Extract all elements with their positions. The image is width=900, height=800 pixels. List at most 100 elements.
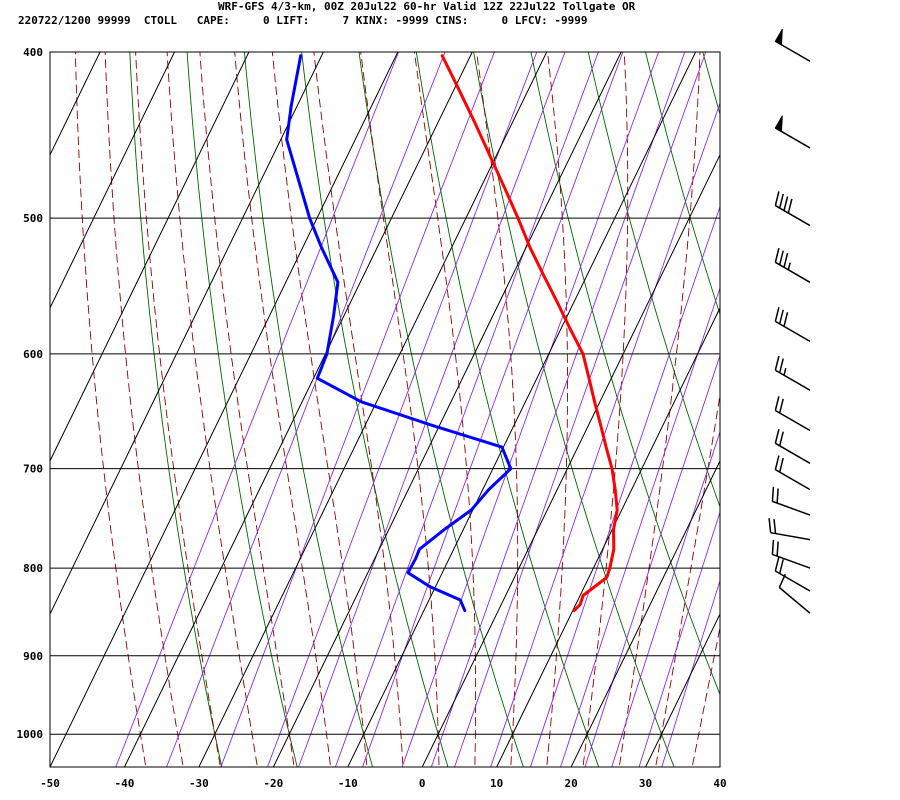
- moist-adiabat: [727, 14, 893, 778]
- isotherm-line: [347, 52, 697, 767]
- barb-full: [783, 252, 789, 268]
- barb-full: [774, 429, 780, 444]
- barb-full: [778, 398, 784, 414]
- wind-barbs: [768, 28, 811, 614]
- x-tick-label: 40: [713, 777, 726, 790]
- sounding-indices: 220722/1200 99999 CTOLL CAPE: 0 LIFT: 7 …: [18, 14, 588, 27]
- isotherm-line: [496, 306, 720, 767]
- barb-full: [771, 486, 775, 502]
- isotherm-line: [50, 52, 176, 310]
- mixing-ratio-line: [430, 52, 686, 767]
- axis-tick-labels: 400 500 600 700 800 900 1000 -50 -40 -30 -20 -10 0 10…: [17, 46, 727, 790]
- isotherm-line: [50, 52, 101, 157]
- wind-barb: [774, 28, 811, 62]
- barb-full: [774, 247, 780, 263]
- mixing-ratio-line: [362, 52, 624, 767]
- mixing-ratio-line: [560, 286, 720, 767]
- dry-adiabat: [530, 52, 720, 696]
- barb-staff: [774, 261, 811, 283]
- wind-barb: [771, 486, 811, 516]
- barb-staff: [774, 369, 811, 391]
- barb-full: [774, 556, 780, 572]
- wind-barb: [774, 429, 811, 464]
- wind-barb: [774, 307, 811, 343]
- moist-adiabat: [655, 392, 720, 767]
- dry-adiabat: [645, 52, 720, 316]
- mixing-ratio-line: [454, 52, 707, 767]
- dry-adiabat: [587, 52, 720, 509]
- sounding-profiles: [285, 54, 619, 613]
- mixing-ratio-line: [298, 52, 566, 767]
- moist-adiabat: [360, 52, 440, 767]
- wind-barb: [774, 556, 811, 592]
- wind-barb: [774, 247, 811, 283]
- mixing-ratio-line: [661, 579, 720, 767]
- y-tick-label: 700: [23, 463, 43, 476]
- moist-adiabat: [618, 52, 701, 767]
- x-tick-label: 10: [490, 777, 503, 790]
- dry-adiabat: [301, 52, 449, 767]
- dry-adiabat: [129, 52, 223, 767]
- barb-full: [778, 250, 784, 265]
- barb-full: [776, 541, 779, 557]
- y-tick-label: 900: [23, 650, 43, 663]
- dry-adiabat: [749, 14, 900, 778]
- barb-staff: [772, 500, 811, 516]
- barb-staff: [774, 320, 811, 343]
- mixing-ratio-line: [220, 52, 495, 767]
- x-tick-label: 20: [564, 777, 577, 790]
- dry-adiabat: [702, 52, 720, 116]
- barb-staff: [774, 468, 811, 491]
- barb-half: [787, 262, 791, 270]
- isotherm-line: [50, 52, 250, 463]
- moist-adiabat: [582, 52, 629, 767]
- moist-adiabat: [313, 52, 404, 767]
- y-tick-label: 800: [23, 562, 43, 575]
- moist-adiabat: [691, 625, 720, 767]
- barb-full: [768, 518, 772, 533]
- moist-adiabat: [135, 52, 221, 767]
- barb-staff: [772, 553, 811, 569]
- barb-full: [774, 396, 780, 411]
- moist-adiabat: [476, 52, 519, 767]
- barb-full: [774, 455, 780, 470]
- isotherm-line: [644, 612, 720, 767]
- mixing-ratio-line: [584, 354, 720, 767]
- isotherm-line: [719, 765, 720, 767]
- dry-adiabat: [806, 14, 900, 778]
- barb-full: [778, 309, 784, 325]
- barb-full: [778, 431, 784, 447]
- wind-barb: [778, 573, 811, 614]
- chart-header: WRF-GFS 4/3-km, 00Z 20Jul22 60-hr Valid …: [0, 0, 900, 40]
- wind-barb: [774, 396, 811, 432]
- y-tick-label: 400: [23, 46, 43, 59]
- moist-adiabat: [546, 52, 568, 767]
- barb-flag: [774, 115, 783, 133]
- mixing-ratio-line: [334, 52, 599, 767]
- moist-adiabat: [104, 52, 184, 767]
- x-tick-label: 0: [419, 777, 426, 790]
- wind-barb: [774, 115, 811, 149]
- x-tick-label: -30: [189, 777, 209, 790]
- barb-full: [778, 573, 786, 588]
- moist-adiabat: [271, 52, 368, 767]
- mixing-ratio-line: [611, 430, 720, 767]
- barb-full: [774, 355, 780, 371]
- isotherm-line: [0, 14, 44, 778]
- mixing-ratio-line: [115, 52, 400, 767]
- dry-adiabat: [243, 52, 374, 767]
- x-tick-label: -50: [40, 777, 60, 790]
- wind-barb: [771, 539, 811, 569]
- barb-full: [783, 196, 789, 211]
- y-tick-label: 600: [23, 348, 43, 361]
- barb-full: [787, 198, 793, 214]
- dewpoint-trace: [285, 54, 513, 613]
- mixing-ratio-line: [166, 52, 446, 767]
- moist-adiabat: [199, 52, 295, 767]
- isotherm-line: [570, 459, 720, 767]
- barb-full: [778, 193, 784, 209]
- barb-full: [774, 307, 780, 322]
- temperature-trace: [440, 54, 619, 613]
- mixing-ratio-line: [266, 52, 538, 767]
